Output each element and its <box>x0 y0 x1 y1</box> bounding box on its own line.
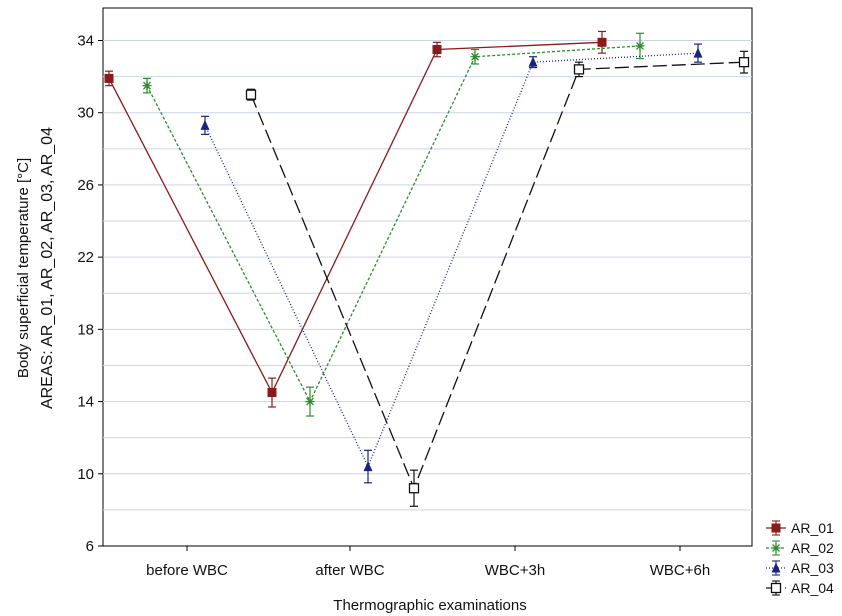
legend: AR_01 AR_02 AR_03 AR_04 <box>766 520 834 596</box>
x-tick-label: before WBC <box>146 562 228 579</box>
y-tick-label: 18 <box>77 321 94 338</box>
legend-item-AR_04: AR_04 <box>766 580 834 596</box>
data-point <box>363 461 373 472</box>
legend-item-AR_03: AR_03 <box>766 560 834 576</box>
legend-label: AR_02 <box>791 540 834 556</box>
data-point <box>693 47 703 58</box>
series-line <box>146 45 641 404</box>
data-point <box>635 41 645 51</box>
series-AR_03 <box>200 43 703 484</box>
data-point <box>305 397 315 407</box>
x-tick-label: WBC+6h <box>650 562 710 579</box>
legend-item-AR_02: AR_02 <box>766 540 834 556</box>
legend-label: AR_03 <box>791 560 834 576</box>
series-group <box>104 30 750 507</box>
data-point <box>200 119 210 130</box>
y-tick-label: 14 <box>77 394 94 411</box>
x-tick-label: WBC+3h <box>485 562 545 579</box>
y-axis-title-line1: Body superficial temperature [°C] <box>15 158 32 378</box>
y-tick-label: 6 <box>86 538 94 555</box>
data-point <box>738 57 750 68</box>
legend-marker <box>771 562 781 573</box>
data-point <box>470 52 480 62</box>
series-line <box>204 52 699 469</box>
y-tick-label: 10 <box>77 466 94 483</box>
legend-label: AR_01 <box>791 520 834 536</box>
x-axis-title: Thermographic examinations <box>333 597 526 614</box>
gridlines <box>103 39 752 511</box>
data-point <box>267 388 277 398</box>
legend-marker <box>770 582 782 594</box>
series-line <box>108 41 603 394</box>
data-point <box>142 81 152 91</box>
legend-label: AR_04 <box>791 580 834 596</box>
y-tick-label: 26 <box>77 177 94 194</box>
series-AR_02 <box>142 32 645 417</box>
data-point <box>104 73 114 83</box>
plot-area <box>102 7 753 547</box>
y-tick-label: 22 <box>77 249 94 266</box>
data-point <box>528 56 538 67</box>
x-tick-label: after WBC <box>315 562 384 579</box>
y-tick-label: 30 <box>77 105 94 122</box>
data-point <box>432 45 442 55</box>
data-point <box>408 483 420 494</box>
legend-marker <box>771 523 781 533</box>
data-point <box>245 89 257 100</box>
legend-marker <box>771 543 781 553</box>
series-AR_04 <box>245 50 750 507</box>
x-axis-ticks: before WBC after WBC WBC+3h WBC+6h <box>146 546 710 579</box>
series-line <box>250 61 745 490</box>
y-axis-ticks: 6 10 14 18 22 26 30 34 <box>77 32 103 555</box>
legend-item-AR_01: AR_01 <box>766 520 834 536</box>
y-tick-label: 34 <box>77 32 94 49</box>
y-axis-title-line2: AREAS: AR_01, AR_02, AR_03, AR_04 <box>39 127 56 409</box>
data-point <box>573 64 585 75</box>
data-point <box>597 37 607 47</box>
series-AR_01 <box>104 30 607 408</box>
